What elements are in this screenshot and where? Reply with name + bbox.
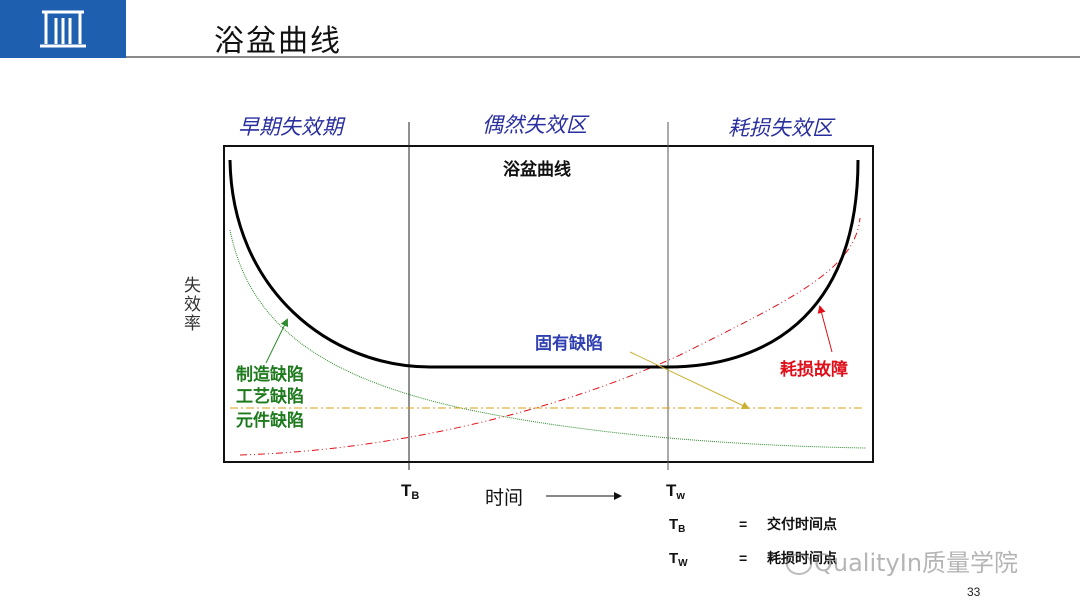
label-inherent-defect: 固有缺陷 <box>535 334 603 354</box>
manufacturing-arrow <box>265 318 288 364</box>
page-title: 浴盆曲线 <box>214 24 342 59</box>
inherent-arrow <box>629 351 750 410</box>
early-failure-curve <box>229 229 867 449</box>
region-label-early: 早期失效期 <box>238 115 343 139</box>
tw-marker-label: Tw <box>666 481 685 502</box>
wearout-failure-curve <box>239 217 861 456</box>
label-component-defect: 元件缺陷 <box>236 411 304 431</box>
pillar-building-logo-icon <box>40 10 86 48</box>
region-label-random: 偶然失效区 <box>482 113 587 137</box>
plot-frame <box>223 145 874 463</box>
wechat-icon <box>786 553 812 575</box>
logo-banner <box>0 0 126 58</box>
x-axis-label: 时间 <box>485 487 524 509</box>
wearout-arrow <box>817 305 833 353</box>
page-number: 33 <box>967 585 981 599</box>
watermark: QualityIn质量学院 <box>786 543 1018 578</box>
legend-row-tb: TB = 交付时间点 <box>669 516 837 535</box>
bathtub-curve <box>228 159 860 369</box>
label-manufacturing-defect: 制造缺陷 <box>236 365 304 385</box>
region-label-wearout: 耗损失效区 <box>728 116 833 140</box>
tb-marker-label: TB <box>401 481 420 502</box>
y-axis-label: 失效率 <box>180 276 200 333</box>
chart-title: 浴盆曲线 <box>503 160 571 180</box>
header-divider <box>126 56 1080 58</box>
label-wearout-failure: 耗损故障 <box>780 360 848 380</box>
label-process-defect: 工艺缺陷 <box>236 387 304 407</box>
